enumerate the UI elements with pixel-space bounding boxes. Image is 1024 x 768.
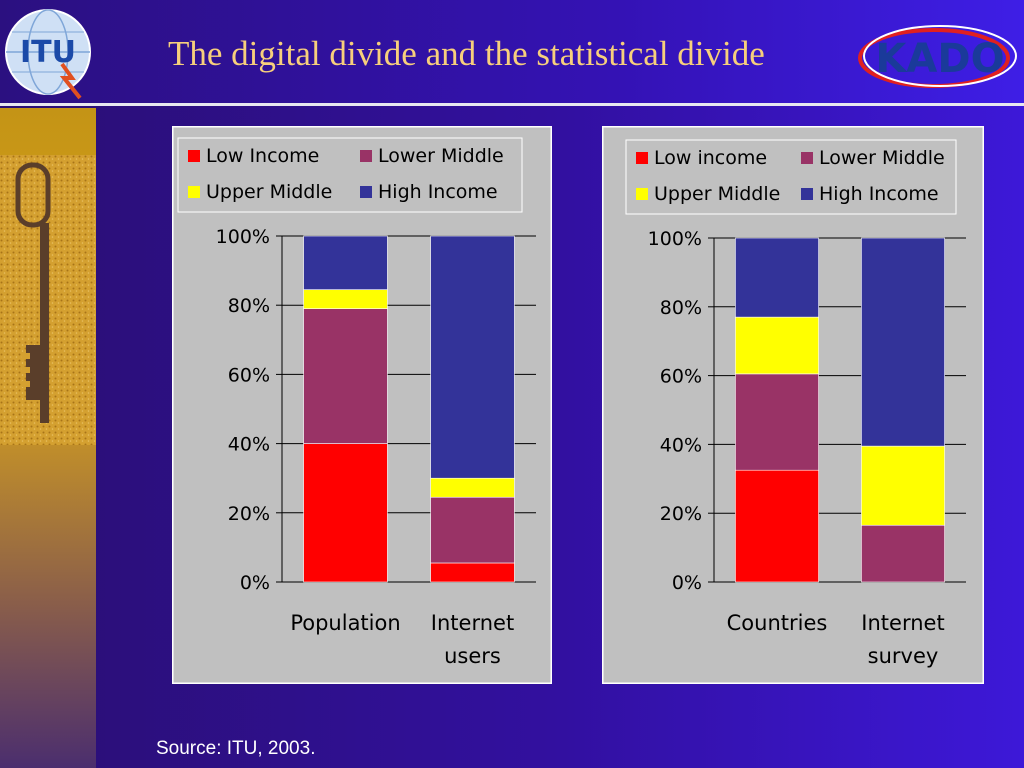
legend-label: Lower Middle <box>819 147 945 169</box>
bar-segment <box>430 562 515 583</box>
legend-label: Low income <box>654 147 767 169</box>
bar-segment <box>735 373 819 471</box>
x-category-label: Population <box>290 611 400 635</box>
y-tick-label: 0% <box>240 572 270 594</box>
bar-segment <box>861 445 945 526</box>
legend-label: Lower Middle <box>378 145 504 167</box>
y-tick-label: 60% <box>660 366 702 388</box>
bar-segment <box>303 289 388 309</box>
bar-segment <box>861 524 945 583</box>
kado-logo-text: KADO <box>875 36 1004 82</box>
y-tick-label: 20% <box>660 503 702 525</box>
legend-swatch <box>188 186 200 198</box>
legend-swatch <box>801 152 813 164</box>
kado-logo: KADO <box>858 25 1017 88</box>
legend-swatch <box>636 188 648 200</box>
y-tick-label: 40% <box>660 434 702 456</box>
legend-label: Upper Middle <box>206 181 332 203</box>
key-image <box>0 155 96 445</box>
legend-box <box>625 139 957 215</box>
y-tick-label: 20% <box>228 503 270 525</box>
itu-logo-text: ITU <box>20 35 76 70</box>
y-tick-label: 100% <box>648 228 702 250</box>
x-category-label: users <box>444 644 501 668</box>
y-tick-label: 40% <box>228 434 270 456</box>
source-note: Source: ITU, 2003. <box>156 738 316 759</box>
slide-title: The digital divide and the statistical d… <box>168 34 765 73</box>
bar-segment <box>430 496 515 564</box>
bar-segment <box>735 316 819 375</box>
slide-header <box>0 0 1024 104</box>
legend-swatch <box>360 150 372 162</box>
legend-swatch <box>188 150 200 162</box>
bar-segment <box>735 469 819 583</box>
bar-segment <box>735 237 819 318</box>
income-countries-chart: Low income Lower Middle Upper Middle High I… <box>602 126 984 684</box>
legend-swatch <box>360 186 372 198</box>
x-category-label: Countries <box>727 611 828 635</box>
y-tick-label: 80% <box>228 295 270 317</box>
y-tick-label: 60% <box>228 364 270 386</box>
header-divider <box>0 103 1024 106</box>
income-population-chart: Low Income Lower Middle Upper Middle High I… <box>172 126 552 684</box>
legend-label: High Income <box>819 183 939 205</box>
x-category-label: survey <box>868 644 939 668</box>
legend-box <box>177 137 523 213</box>
y-tick-label: 0% <box>672 572 702 594</box>
bar-segment <box>303 235 388 290</box>
legend-swatch <box>801 188 813 200</box>
x-category-label: Internet <box>861 611 944 635</box>
bar-segment <box>430 235 515 479</box>
y-tick-label: 80% <box>660 297 702 319</box>
legend-label: Low Income <box>206 145 319 167</box>
legend-label: Upper Middle <box>654 183 780 205</box>
legend-swatch <box>636 152 648 164</box>
y-tick-label: 100% <box>216 226 270 248</box>
bar-segment <box>303 308 388 444</box>
legend-label: High Income <box>378 181 498 203</box>
itu-logo: ITU <box>5 9 91 100</box>
bar-segment <box>430 477 515 498</box>
bar-segment <box>303 443 388 583</box>
x-category-label: Internet <box>431 611 514 635</box>
bar-segment <box>861 237 945 447</box>
